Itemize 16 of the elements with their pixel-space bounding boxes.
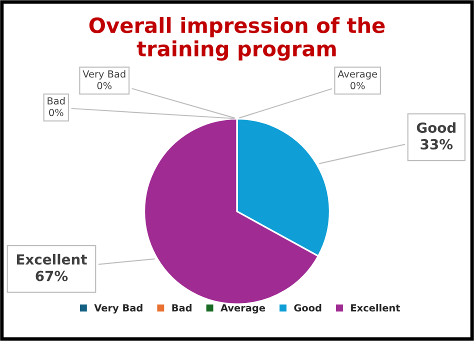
text: 0% [350, 82, 365, 90]
data-label: 33% [420, 139, 453, 150]
legend-label: Good [294, 304, 322, 312]
category-label: Average [338, 70, 378, 80]
legend-label: Average [220, 304, 266, 314]
category-label: Very Bad [82, 70, 126, 80]
category-label: Bad [48, 97, 65, 105]
data-label: 67% [36, 270, 68, 282]
legend-label: Excellent [351, 304, 400, 312]
legend-label: Very Bad [94, 304, 142, 314]
chart-title: Overall impression of the training program [89, 17, 385, 61]
legend-label: Bad [172, 304, 192, 312]
text: 0% [97, 82, 112, 90]
slice-label: Good [416, 122, 456, 133]
slice-label: Excellent [16, 254, 87, 265]
text: 0% [49, 108, 64, 116]
